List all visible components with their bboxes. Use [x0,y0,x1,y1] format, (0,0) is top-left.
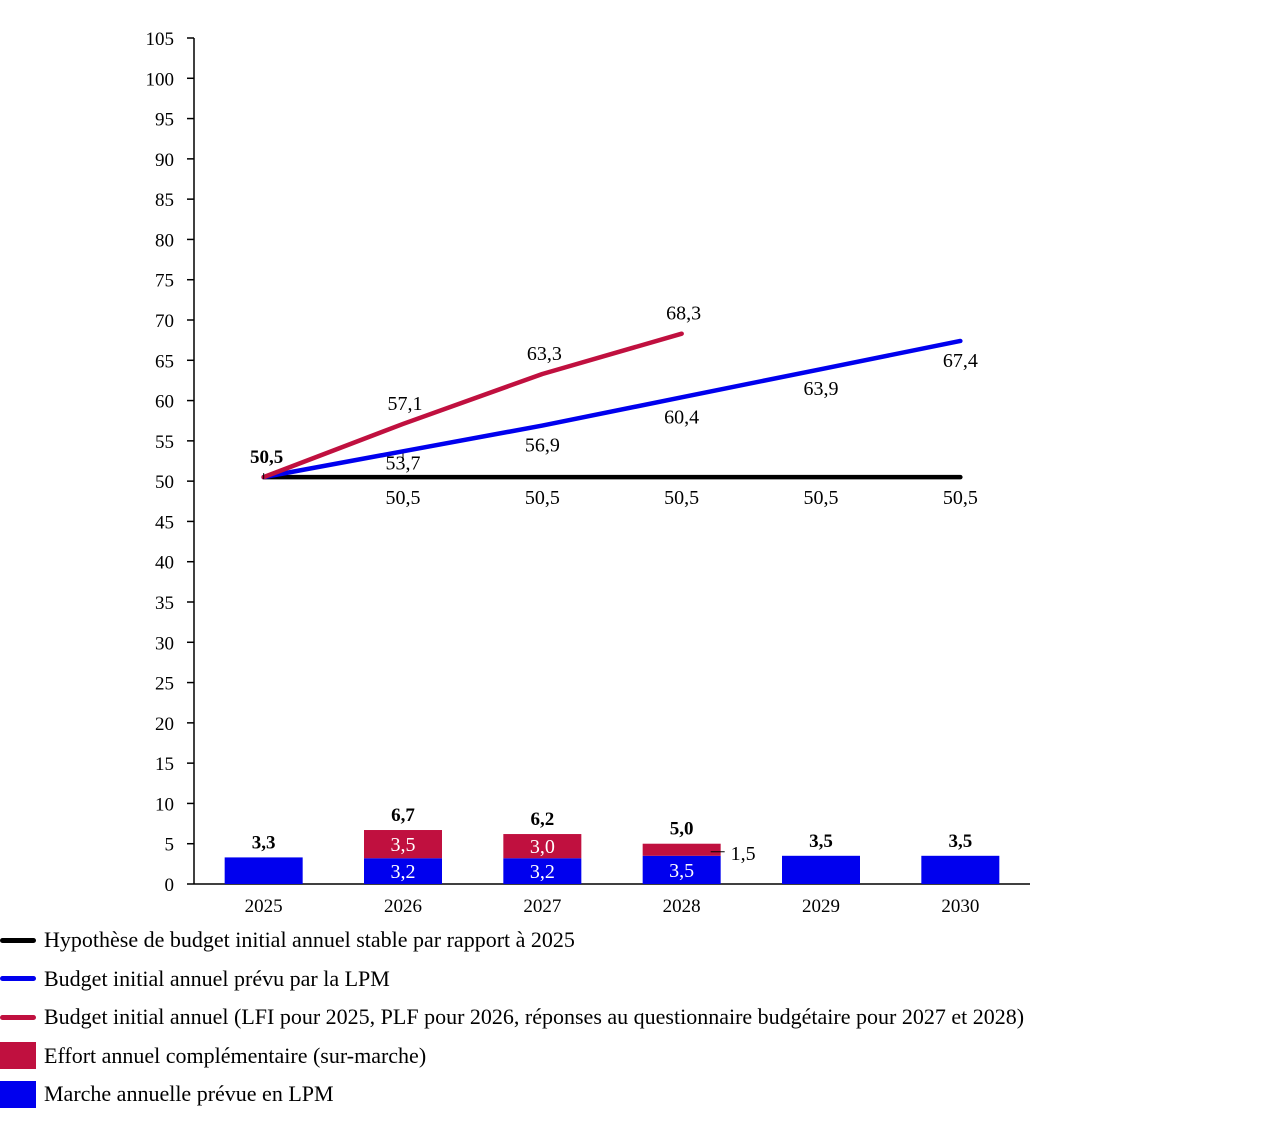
bar-total-label: 3,5 [948,831,972,852]
legend-swatch-marche [0,1080,36,1108]
y-axis-tick-label: 20 [155,714,174,735]
y-axis-tick-label: 5 [165,835,175,856]
bar-total-label: 5,0 [670,819,694,840]
y-axis-tick-label: 60 [155,392,174,413]
legend-label: Marche annuelle prévue en LPM [44,1081,334,1106]
y-axis-tick-label: 30 [155,633,174,654]
line-label-lpm: 63,9 [804,378,839,400]
legend-item-effort: Effort annuel complémentaire (sur-marche… [0,1038,426,1074]
legend-item-budget: Budget initial annuel (LFI pour 2025, PL… [0,999,1024,1035]
bar-marche-2030 [921,855,1000,884]
bar-marche-2027 [503,858,582,884]
bar-label-marche: 3,2 [530,861,555,883]
chart: 0510152025303540455055606570758085909510… [146,29,1030,917]
bar-effort-2028 [642,843,721,856]
line-label-stable: 50,5 [664,487,699,509]
y-axis-tick-label: 65 [155,351,174,372]
line-label-budget: 57,1 [388,393,423,415]
bar-effort-2027 [503,834,582,859]
legend-item-marche: Marche annuelle prévue en LPM [0,1076,334,1112]
legend-label: Budget initial annuel prévu par la LPM [44,965,390,991]
x-axis-tick-label: 2030 [941,896,979,917]
line-label-stable: 50,5 [804,487,839,509]
line-label-lpm: 60,4 [664,406,699,428]
legend-label: Effort annuel complémentaire (sur-marche… [44,1042,427,1068]
y-axis-tick-label: 40 [155,553,174,574]
x-axis-tick-label: 2029 [802,896,840,917]
line-label-budget: 63,3 [527,343,562,365]
x-axis-tick-label: 2026 [384,896,422,917]
y-axis-tick-label: 95 [155,110,174,131]
y-axis-tick-label: 100 [146,69,175,90]
legend-swatch-budget [0,1014,36,1020]
legend-item-lpm: Budget initial annuel prévu par la LPM [0,961,390,997]
x-axis-tick-label: 2028 [663,896,701,917]
y-axis-tick-label: 85 [155,190,174,211]
bar-marche-2026 [364,858,442,884]
bar-marche-2025 [224,857,303,884]
line-label-stable: 50,5 [525,487,560,509]
y-axis-tick-label: 0 [165,875,175,896]
y-axis-tick-label: 70 [155,311,174,332]
line-label-lpm: 67,4 [943,350,978,372]
legend-swatch-stable [0,937,36,943]
bar-label-effort: 1,5 [731,843,756,865]
y-axis-tick-label: 45 [155,512,174,533]
bar-total-label: 6,2 [530,809,554,830]
y-axis-tick-label: 90 [155,150,174,171]
legend-swatch-lpm [0,976,36,981]
legend-label: Hypothèse de budget initial annuel stabl… [44,927,575,952]
line-label-budget: 68,3 [666,303,701,325]
y-axis-tick-label: 15 [155,754,174,775]
legend-swatch-effort [0,1042,36,1069]
line-label-lpm: 56,9 [525,435,560,457]
line-label-start: 50,5 [250,447,283,468]
legend-item-stable: Hypothèse de budget initial annuel stabl… [0,922,575,958]
bar-label-marche: 3,5 [669,860,694,882]
y-axis-tick-label: 55 [155,432,174,453]
line-label-stable: 50,5 [943,487,978,509]
line-budget [261,331,684,480]
line-label-lpm: 53,7 [386,452,421,474]
y-axis-tick-label: 105 [146,29,175,50]
bar-total-label: 3,5 [809,831,833,852]
line-lpm [261,338,963,480]
bar-label-marche: 3,2 [391,861,416,883]
y-axis-tick-label: 35 [155,593,174,614]
x-axis-tick-label: 2027 [523,896,561,917]
bar-marche-2029 [782,855,860,884]
bar-marche-2028 [642,855,721,884]
y-axis-tick-label: 50 [155,472,174,493]
legend-label: Budget initial annuel (LFI pour 2025, PL… [44,1004,1025,1029]
bar-effort-2026 [364,830,442,859]
y-axis-tick-label: 80 [155,230,174,251]
y-axis-tick-label: 75 [155,271,174,292]
bar-label-effort: 3,0 [530,836,555,858]
y-axis-tick-label: 25 [155,674,174,695]
line-label-stable: 50,5 [386,487,421,509]
bar-total-label: 3,3 [252,832,276,853]
bar-total-label: 6,7 [391,805,415,826]
bar-label-effort: 3,5 [391,834,416,856]
y-axis-tick-label: 10 [155,794,174,815]
x-axis-tick-label: 2025 [245,896,283,917]
